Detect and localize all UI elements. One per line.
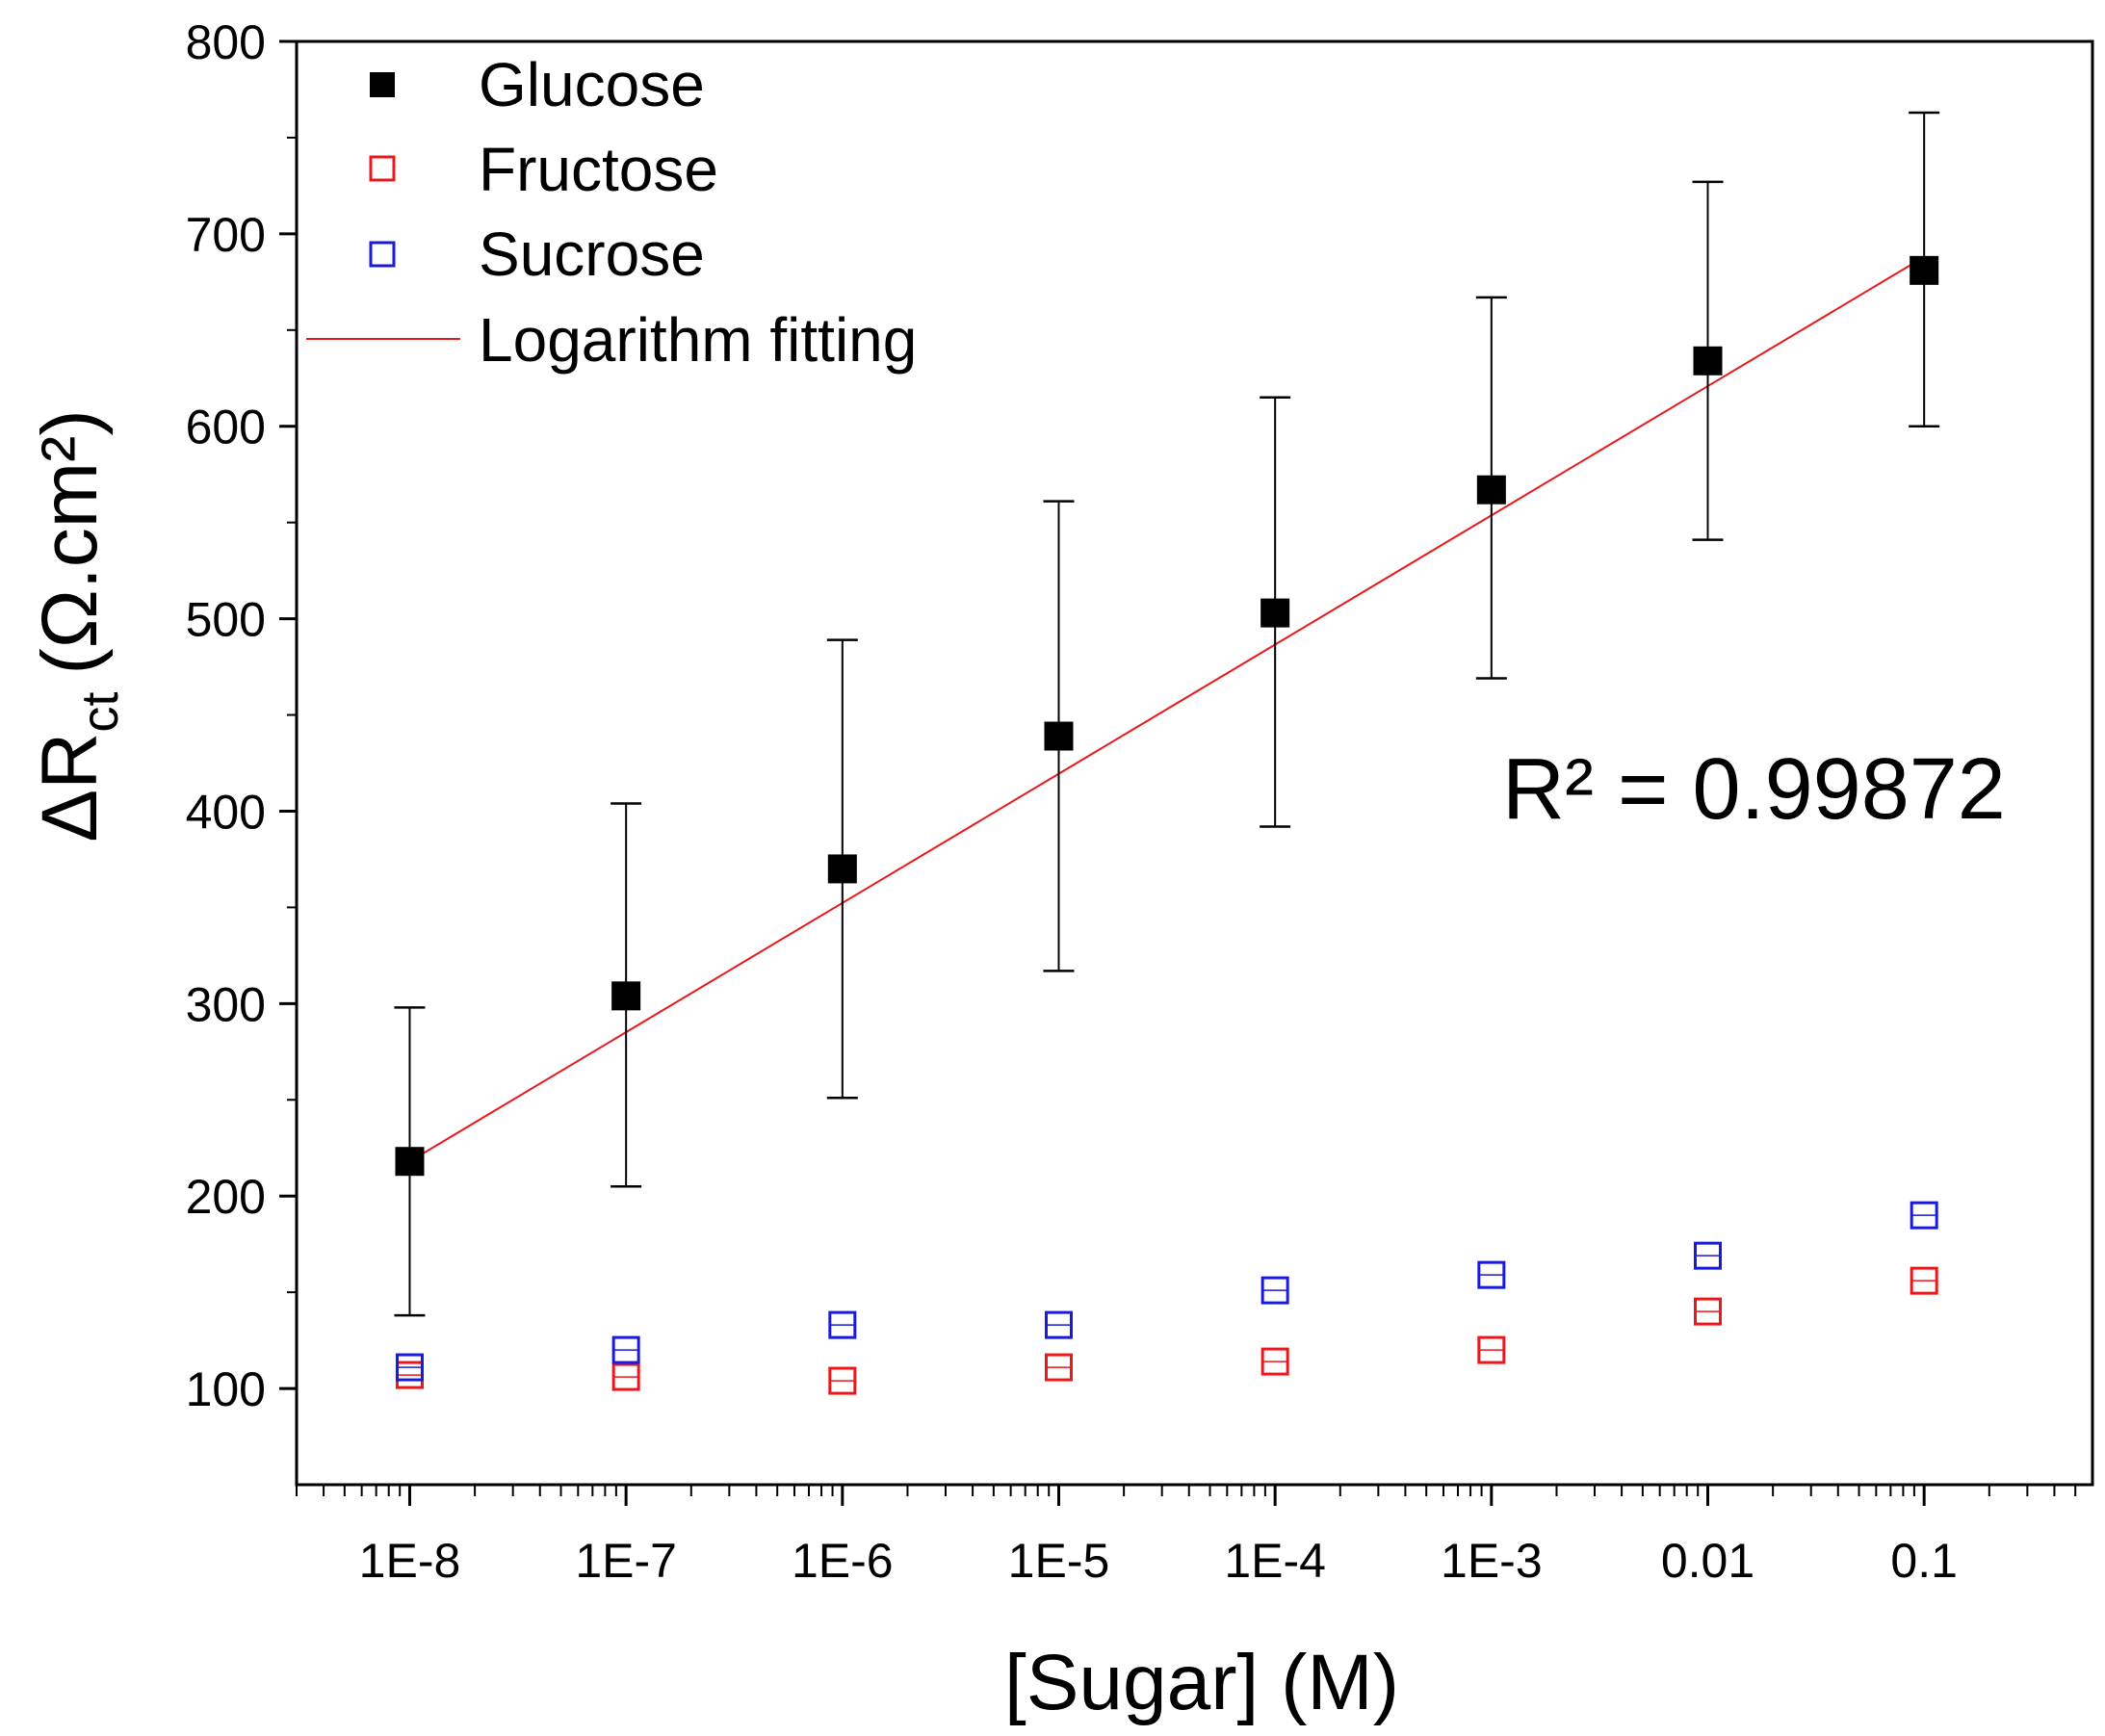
legend-label-fit: Logarithm fitting xyxy=(479,305,917,375)
legend-marker-glucose xyxy=(370,72,395,97)
legend-marker-sucrose xyxy=(369,241,396,268)
fit-line xyxy=(408,255,1925,1163)
x-tick-label-1: 1E-7 xyxy=(575,1534,677,1588)
x-tick-label-7: 0.1 xyxy=(1890,1534,1958,1588)
legend-label-glucose: Glucose xyxy=(479,50,705,119)
glucose-point-7 xyxy=(1910,255,1939,285)
x-axis-ticks: 1E-8 1E-7 1E-6 1E-5 1E-4 1E-3 0.01 0.1 xyxy=(296,1485,2077,1588)
glucose-point-4 xyxy=(1260,598,1290,628)
y-tick-label-300: 300 xyxy=(186,977,266,1031)
glucose-point-2 xyxy=(827,854,857,884)
glucose-point-6 xyxy=(1693,346,1723,376)
fit-line-layer xyxy=(408,255,1925,1163)
y-tick-label-700: 700 xyxy=(186,208,266,262)
y-axis-title: ΔRct (Ω.cm²) xyxy=(26,409,129,842)
x-tick-label-4: 1E-4 xyxy=(1224,1534,1326,1588)
y-axis-ticks: 100 200 300 400 500 600 700 800 xyxy=(186,15,297,1416)
x-tick-label-5: 1E-3 xyxy=(1441,1534,1543,1588)
glucose-point-5 xyxy=(1476,475,1506,505)
x-tick-label-0: 1E-8 xyxy=(359,1534,461,1588)
glucose-point-1 xyxy=(611,981,641,1011)
x-tick-label-6: 0.01 xyxy=(1661,1534,1754,1588)
legend: Glucose Fructose Sucrose Logarithm fitti… xyxy=(306,50,917,375)
r-squared-annotation: R² = 0.99872 xyxy=(1502,741,2006,838)
data-points xyxy=(395,255,1939,1395)
y-tick-label-500: 500 xyxy=(186,593,266,647)
y-tick-label-200: 200 xyxy=(186,1170,266,1224)
glucose-point-0 xyxy=(395,1147,425,1177)
x-axis-title: [Sugar] (M) xyxy=(1004,1639,1399,1726)
y-axis-title-units: (Ω.cm²) xyxy=(26,409,114,674)
y-tick-label-600: 600 xyxy=(186,401,266,454)
legend-label-fructose: Fructose xyxy=(479,135,718,204)
glucose-point-3 xyxy=(1044,721,1074,751)
y-tick-label-400: 400 xyxy=(186,785,266,839)
plot-frame xyxy=(295,39,2094,1487)
y-tick-label-100: 100 xyxy=(186,1362,266,1416)
legend-label-sucrose: Sucrose xyxy=(479,220,705,289)
y-axis-title-subscript: ct xyxy=(71,692,129,733)
x-tick-label-2: 1E-6 xyxy=(792,1534,894,1588)
y-tick-label-800: 800 xyxy=(186,15,266,69)
x-tick-label-3: 1E-5 xyxy=(1008,1534,1110,1588)
y-axis-title-main: ΔR xyxy=(26,733,114,842)
legend-marker-fructose xyxy=(369,155,396,182)
